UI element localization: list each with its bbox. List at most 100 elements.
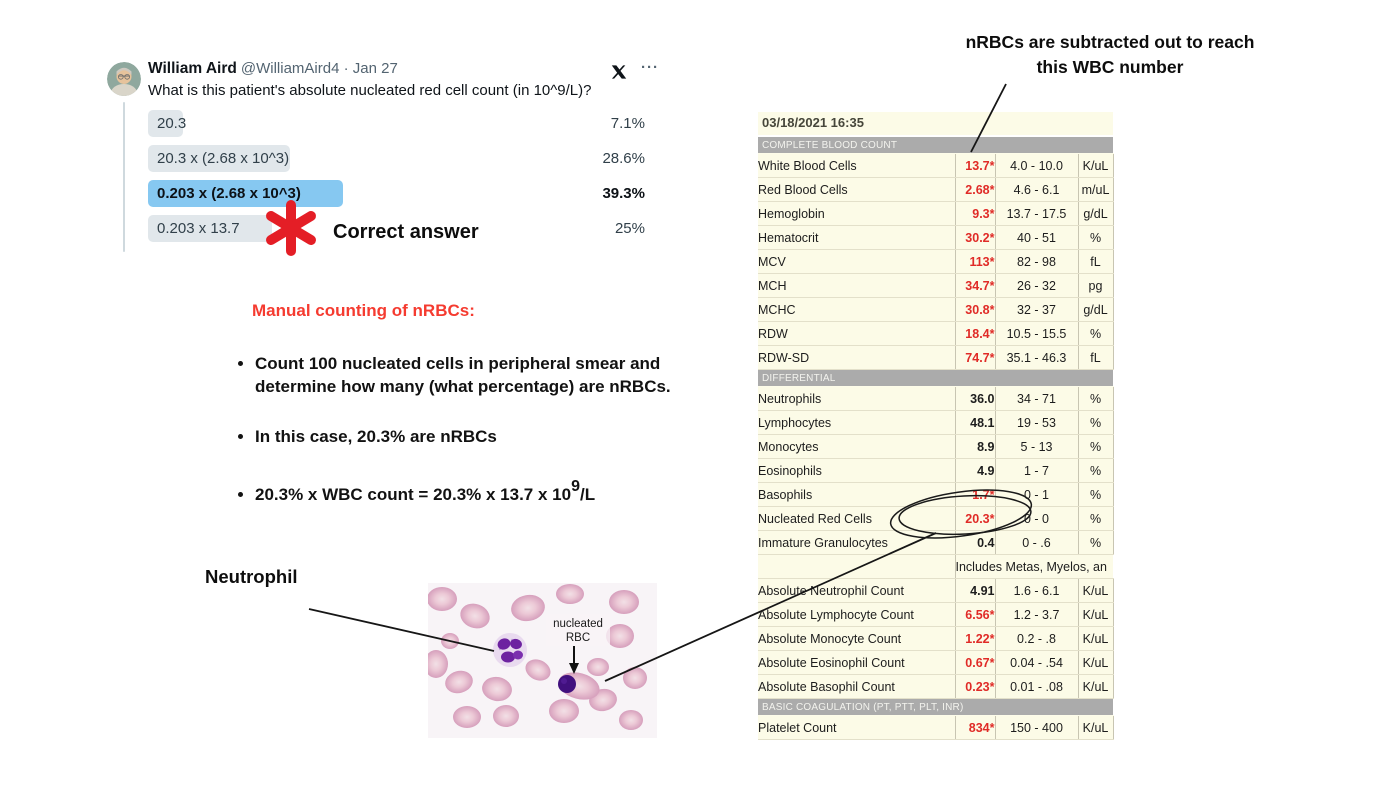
unit-cell: % (1077, 410, 1114, 435)
test-name-cell: MCH (758, 273, 955, 298)
result-value-cell: 20.3* (954, 506, 995, 531)
result-value-cell: 48.1 (954, 410, 995, 435)
unit-cell: g/dL (1077, 201, 1114, 226)
unit-cell: fL (1077, 345, 1114, 370)
result-value-cell: 0.23* (954, 674, 995, 699)
more-menu-icon[interactable]: ··· (641, 59, 659, 76)
unit-cell: % (1077, 506, 1114, 531)
unit-cell: fL (1077, 249, 1114, 274)
lab-row: Absolute Eosinophil Count 0.67* 0.04 - .54… (758, 650, 1114, 675)
poll-option-3[interactable]: 0.203 x (2.68 x 10^3) 39.3% (148, 180, 645, 207)
result-value-cell: 36.0 (954, 386, 995, 411)
tweet-handle[interactable]: @WilliamAird4 (240, 60, 340, 77)
lab-row: Eosinophils 4.9 1 - 7% (758, 458, 1114, 483)
test-name-cell: Absolute Lymphocyte Count (758, 602, 955, 627)
poll-bar (148, 215, 273, 242)
result-value-cell: 8.9 (954, 434, 995, 459)
test-name-cell: Absolute Eosinophil Count (758, 650, 955, 675)
poll-option-label: 0.203 x 13.7 (157, 220, 240, 237)
empty-label-cell (758, 554, 955, 579)
smear-label-line2: RBC (566, 632, 590, 644)
lab-row: Basophils 1.7* 0 - 1% (758, 482, 1114, 507)
wbc-annotation-text: nRBCs are subtracted out to reach this W… (945, 30, 1275, 80)
note-bullet-2: In this case, 20.3% are nRBCs (255, 425, 707, 448)
lab-row: MCHC 30.8* 32 - 37 g/dL (758, 297, 1114, 322)
test-name-cell: Hematocrit (758, 225, 955, 250)
test-name-cell: Basophils (758, 482, 955, 507)
unit-cell: % (1077, 482, 1114, 507)
reference-range-cell: 0.2 - .8 (994, 626, 1078, 651)
result-value-cell: 1.7* (954, 482, 995, 507)
thread-connector-line (123, 102, 125, 252)
formula-pre: 20.3% x WBC count = 20.3% x 13.7 x 10 (255, 485, 572, 504)
result-value-cell: 4.91 (954, 578, 995, 603)
reference-range-cell: 35.1 - 46.3 (994, 345, 1078, 370)
poll-bar (148, 180, 344, 207)
lab-row: Monocytes 8.9 5 - 13% (758, 434, 1114, 459)
test-name-cell: Lymphocytes (758, 410, 955, 435)
asterisk-icon (266, 200, 316, 256)
section-row: BASIC COAGULATION (PT, PTT, PLT, INR) (758, 698, 1114, 716)
result-value-cell: 4.9 (954, 458, 995, 483)
nucleated-rbc-cell (558, 672, 600, 700)
reference-range-cell: 26 - 32 (994, 273, 1078, 298)
poll-option-1[interactable]: 20.3 7.1% (148, 110, 645, 137)
poll-option-label: 0.203 x (2.68 x 10^3) (157, 185, 301, 202)
test-name-cell: Neutrophils (758, 386, 955, 411)
test-name-cell: Nucleated Red Cells (758, 506, 955, 531)
notes-list: Count 100 nucleated cells in peripheral … (233, 352, 707, 506)
poll-option-percentage: 28.6% (602, 150, 645, 167)
formula-post: /L (579, 485, 596, 504)
unit-cell: % (1077, 434, 1114, 459)
section-row: DIFFERENTIAL (758, 369, 1114, 387)
result-value-cell: 2.68* (954, 177, 995, 202)
lab-table-body: COMPLETE BLOOD COUNT White Blood Cells 13.… (758, 137, 1114, 740)
poll-option-label: 20.3 x (2.68 x 10^3) (157, 150, 290, 167)
test-name-cell: Platelet Count (758, 715, 955, 740)
note-bullet-formula: 20.3% x WBC count = 20.3% x 13.7 x 109/L (255, 475, 707, 506)
reference-range-cell: 1 - 7 (994, 458, 1078, 483)
smear-arrow-icon (569, 646, 579, 674)
result-value-cell: 6.56* (954, 602, 995, 627)
unit-cell: % (1077, 458, 1114, 483)
poll-option-percentage: 7.1% (610, 115, 645, 132)
poll-options: 20.3 7.1% 20.3 x (2.68 x 10^3) 28.6% 0.203 x… (148, 110, 645, 250)
lab-row: Lymphocytes 48.1 19 - 53% (758, 410, 1114, 435)
result-value-cell: 0.67* (954, 650, 995, 675)
poll-option-2[interactable]: 20.3 x (2.68 x 10^3) 28.6% (148, 145, 645, 172)
test-name-cell: RDW (758, 321, 955, 346)
reference-range-cell: 4.0 - 10.0 (994, 153, 1078, 178)
result-value-cell: 0.4 (954, 530, 995, 555)
lab-row: Absolute Lymphocyte Count 6.56* 1.2 - 3.7 K… (758, 602, 1114, 627)
reference-range-cell: 1.6 - 6.1 (994, 578, 1078, 603)
lab-row: MCH 34.7* 26 - 32 pg (758, 273, 1114, 298)
reference-range-cell: 32 - 37 (994, 297, 1078, 322)
result-value-cell: 74.7* (954, 345, 995, 370)
poll-bar (148, 145, 291, 172)
test-name-cell: Red Blood Cells (758, 177, 955, 202)
lab-row: MCV 113* 82 - 98 fL (758, 249, 1114, 274)
smear-label-line1: nucleated (553, 618, 603, 630)
avatar[interactable] (107, 62, 141, 96)
unit-cell: K/uL (1077, 674, 1114, 699)
unit-cell: K/uL (1077, 153, 1114, 178)
x-logo-icon[interactable] (611, 64, 627, 80)
result-value-cell: 1.22* (954, 626, 995, 651)
reference-range-cell: 0 - 1 (994, 482, 1078, 507)
reference-range-cell: 1.2 - 3.7 (994, 602, 1078, 627)
lab-row: Absolute Monocyte Count 1.22* 0.2 - .8 K/uL (758, 626, 1114, 651)
note-cell: Includes Metas, Myelos, an (954, 554, 1114, 579)
test-name-cell: Eosinophils (758, 458, 955, 483)
lab-row: RDW-SD 74.7* 35.1 - 46.3 fL (758, 345, 1114, 370)
tweet-author-name[interactable]: William Aird (148, 60, 237, 77)
poll-option-4[interactable]: 0.203 x 13.7 25% (148, 215, 645, 242)
result-value-cell: 30.8* (954, 297, 995, 322)
correct-answer-label: Correct answer (333, 221, 479, 243)
neutrophil-cell (493, 633, 527, 667)
unit-cell: K/uL (1077, 602, 1114, 627)
tweet-date[interactable]: Jan 27 (352, 60, 398, 77)
test-name-cell: White Blood Cells (758, 153, 955, 178)
reference-range-cell: 19 - 53 (994, 410, 1078, 435)
lab-table: COMPLETE BLOOD COUNT White Blood Cells 13.… (758, 137, 1114, 740)
